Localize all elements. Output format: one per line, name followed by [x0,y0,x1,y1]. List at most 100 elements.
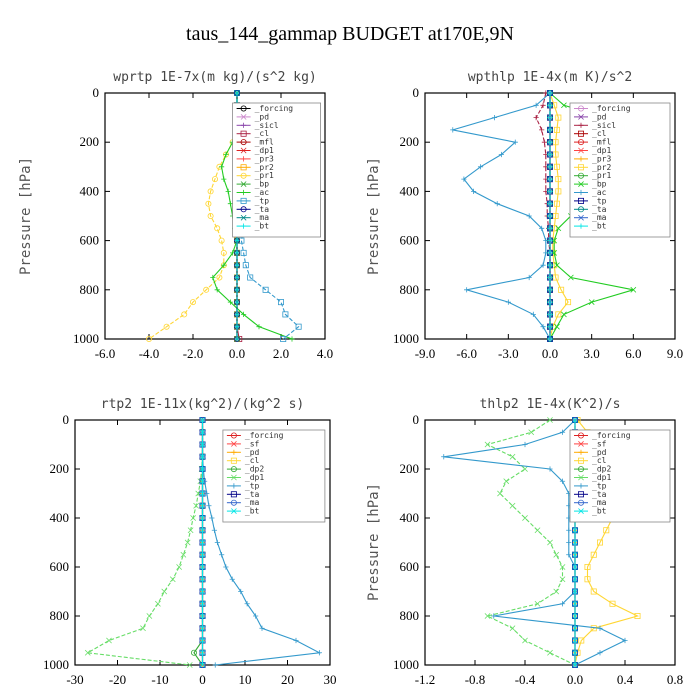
data-point [547,324,553,330]
data-point [229,576,235,582]
legend-box [569,102,671,238]
data-point [533,102,539,108]
data-point [491,613,497,619]
data-point [561,102,567,109]
data-point [212,662,218,668]
data-point [282,311,289,318]
data-point [572,662,578,668]
legend-marker [578,214,584,221]
data-point [189,299,196,306]
legend-marker [578,181,584,187]
x-tick-label: 3.0 [584,346,600,361]
legend-entry: _pr2 [255,163,274,172]
data-point [559,601,566,607]
legend-entry: _bt [255,222,270,231]
data-point [566,552,572,558]
data-point [216,274,223,281]
figure-title: taus_144_gammap BUDGET at170E,9N [186,23,514,45]
data-point [558,286,565,293]
data-point [219,164,225,170]
y-tick-label: 600 [80,233,100,248]
data-point [199,649,206,656]
series-tp [441,417,628,668]
legend-marker [578,114,584,120]
data-point [234,311,240,317]
data-point [221,176,227,182]
legend-entry: _pd [592,112,607,121]
data-point [547,417,553,423]
data-point [547,466,553,472]
legend-marker [578,457,585,464]
data-point [234,287,240,293]
legend-box [569,429,671,523]
data-point [553,200,560,207]
legend-marker [240,130,247,137]
data-point [203,286,210,293]
legend-entry: _sicl [255,121,279,130]
data-point [572,527,578,534]
legend-marker [231,474,237,481]
data-point [541,139,548,145]
data-point [578,637,585,644]
data-point [491,115,498,121]
data-point [441,454,447,460]
legend-entry: _dp1 [245,473,264,482]
series-dp1 [484,417,578,668]
legend-entry: _ac [255,188,270,197]
data-point [559,576,566,583]
legend: _forcing_pd_sicl_cl_mfl_dp1_pr3_pr2_pr1_… [569,102,671,238]
legend-entry: _sicl [592,121,616,130]
x-tick-label: 0 [199,672,206,687]
y-tick-label: 800 [400,282,420,297]
data-point [238,588,244,595]
legend-marker [578,206,585,213]
legend-entry: _mfl [592,138,611,147]
legend-entry: _pd [255,112,270,121]
data-point [561,311,567,318]
series-dp1 [84,417,206,668]
legend-entry: _bt [592,507,607,516]
data-point [554,323,560,330]
legend-marker [241,122,247,128]
data-point [566,539,572,546]
data-point [199,429,206,436]
data-point [199,588,206,595]
legend-entry: _bt [245,507,260,516]
data-point [280,335,287,342]
legend-marker [241,189,247,196]
series-line [549,92,569,340]
y-tick-label: 600 [400,233,420,248]
data-point [161,588,168,595]
series-bt [199,417,206,668]
data-point [540,102,546,108]
legend-marker [578,466,585,473]
legend-marker [230,432,237,439]
chart-panel-3: rtp2 1E-11x(kg^2)/(kg^2 s) -30 -20 -10 0 10 20… [43,397,337,687]
data-point [547,164,553,170]
data-point [190,649,197,656]
legend-marker [578,197,585,204]
data-point [240,249,247,256]
data-point [289,336,295,342]
y-tick-label: 200 [50,461,70,476]
x-tick-label: 9.0 [667,346,683,361]
x-tick-label: -30 [66,672,83,687]
x-tick-label: 20 [281,672,294,687]
legend-entry: _forcing [255,104,294,113]
legend-marker [241,223,247,229]
data-point [181,311,188,318]
data-point [176,564,183,570]
data-point [630,286,637,293]
x-tick-label: 2.0 [273,346,289,361]
data-point [199,564,206,570]
data-point [547,262,553,268]
data-point [214,287,220,293]
data-point [471,188,477,194]
data-point [227,299,233,305]
legend-marker [578,122,584,128]
data-point [180,551,187,558]
data-point [256,324,262,330]
y-tick-label: 800 [80,282,100,297]
data-point [547,274,553,281]
